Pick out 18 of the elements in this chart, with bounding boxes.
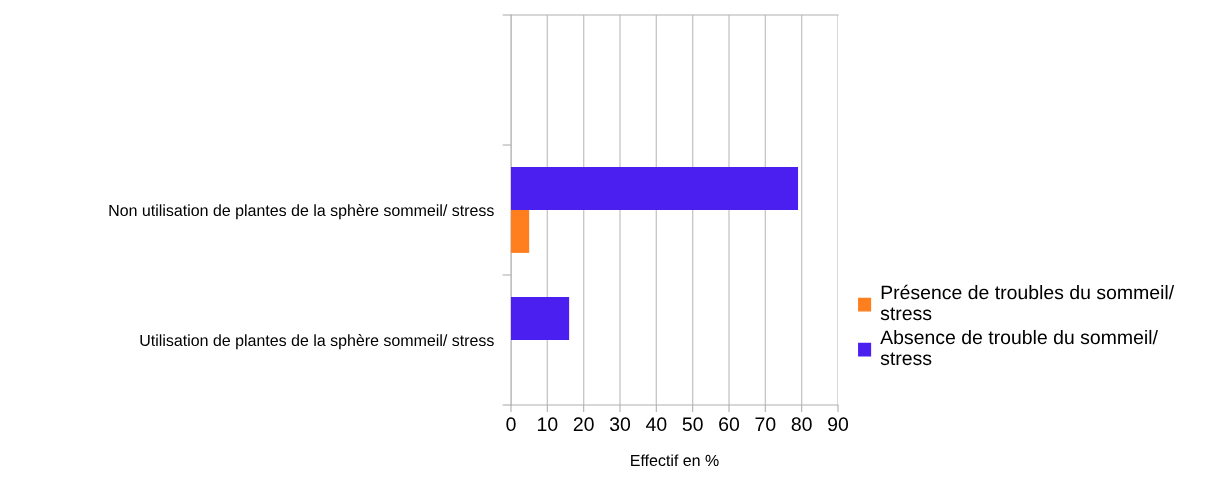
y-tick-label: Non utilisation de plantes de la sphère sommeil/ stress — [109, 204, 494, 220]
x-tick-label: 0 — [506, 417, 516, 432]
legend-label: Présence de troubles du sommeil/ stress — [880, 284, 1175, 321]
bar — [511, 167, 799, 210]
x-axis-title: Effectif en % — [631, 454, 719, 467]
y-tick-label: Utilisation de plantes de la sphère sommeil/ stress — [140, 334, 494, 350]
legend-label: Absence de trouble du sommeil/ stress — [880, 329, 1158, 366]
x-tick-label: 80 — [791, 417, 812, 432]
x-tick-label: 70 — [755, 417, 776, 432]
x-tick-label: 50 — [682, 417, 703, 432]
x-tick-label: 20 — [573, 417, 594, 432]
bar — [511, 297, 570, 340]
bar — [511, 210, 530, 253]
x-tick-label: 40 — [645, 417, 667, 432]
x-tick-label: 30 — [609, 417, 631, 432]
x-tick-label: 60 — [719, 417, 740, 432]
x-tick-label: 10 — [538, 417, 558, 432]
x-tick-label: 90 — [828, 417, 849, 432]
